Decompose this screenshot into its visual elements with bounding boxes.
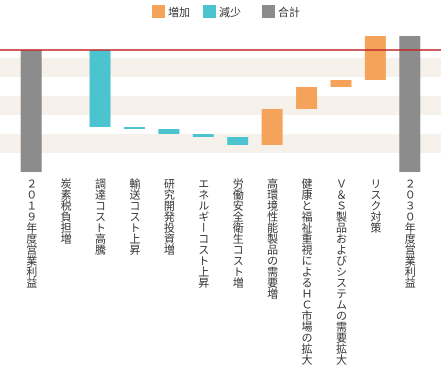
bar — [296, 87, 318, 109]
bar — [89, 50, 111, 127]
legend-swatch — [203, 5, 216, 18]
x-tick-label: エネルギーコスト上昇 — [197, 178, 210, 289]
legend-swatch — [262, 5, 275, 18]
bar — [158, 129, 180, 134]
legend-label: 減少 — [219, 5, 241, 19]
x-tick-label: 輸送コスト上昇 — [128, 177, 141, 256]
x-tick-label: 高環境性能製品の需要増 — [266, 177, 279, 300]
x-tick-label: 調達コスト高騰 — [94, 177, 107, 256]
bar — [261, 109, 283, 145]
x-tick-label: 炭素税負担増 — [59, 178, 72, 245]
band — [0, 134, 441, 153]
x-tick-label: 健康と福祉重視によるＨＣ市場の拡大 — [300, 178, 313, 365]
legend-swatch — [152, 5, 165, 18]
legend-label: 合計 — [278, 5, 300, 19]
bar — [364, 36, 386, 80]
bar — [330, 80, 352, 87]
x-tick-label: 労働安全衛生コスト増 — [231, 177, 244, 289]
bar — [227, 137, 249, 145]
bar — [399, 36, 421, 172]
legend: 増加 減少 合計 — [152, 5, 300, 19]
x-tick-label: Ｖ＆Ｓ製品およびシステムの需要拡大 — [334, 178, 347, 365]
x-tick-label: ２０３０年度営業利益 — [403, 178, 416, 288]
x-tick-label: リスク対策 — [369, 178, 382, 233]
band — [0, 96, 441, 115]
x-tick-label: 研究開発投資増 — [162, 178, 175, 256]
bar — [20, 50, 42, 172]
legend-label: 増加 — [168, 6, 190, 19]
bar — [192, 134, 214, 137]
bar — [123, 127, 145, 129]
x-tick-label: ２０１９年度営業利益 — [25, 178, 38, 288]
